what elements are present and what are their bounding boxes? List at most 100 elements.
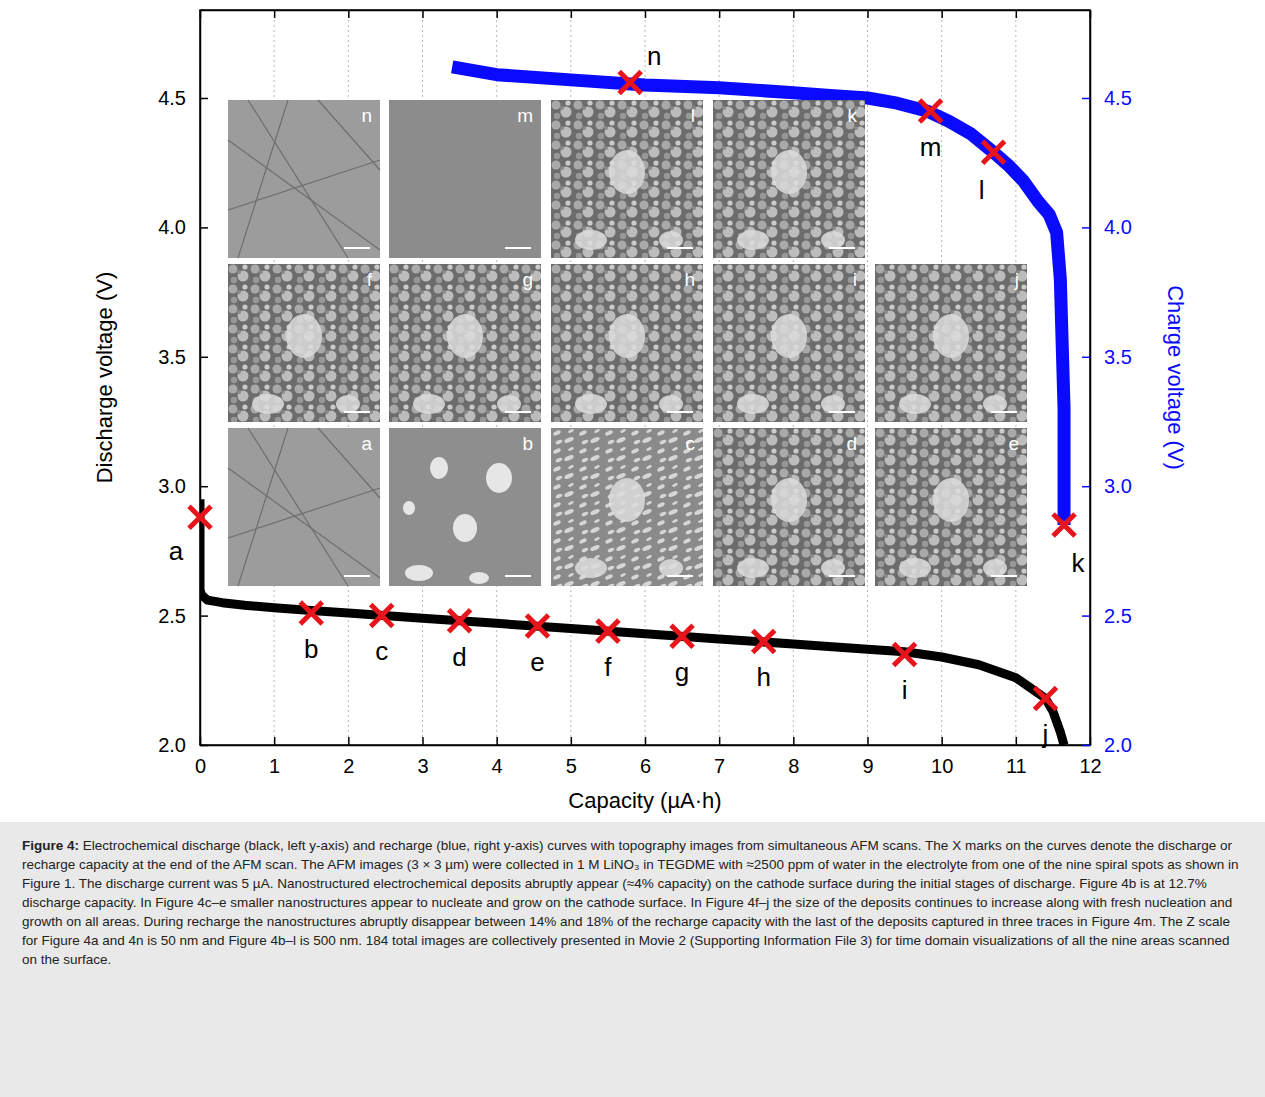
tick-label: 0 — [195, 755, 206, 777]
marker-label: i — [902, 675, 908, 705]
scan-marker — [597, 620, 619, 642]
inset-label: k — [848, 105, 858, 126]
tick-label: 2.0 — [158, 734, 186, 756]
afm-background — [228, 100, 380, 258]
tick: 4.0 — [158, 216, 208, 238]
afm-texture — [238, 428, 288, 586]
tick-mark — [200, 98, 208, 100]
tick-label: 7 — [714, 755, 725, 777]
marker-label: e — [530, 647, 544, 677]
afm-texture — [405, 565, 433, 581]
tick: 3 — [417, 737, 428, 777]
afm-background — [551, 264, 703, 422]
grid — [200, 10, 1090, 745]
tick-mark — [571, 10, 573, 18]
inset-label: m — [517, 105, 533, 126]
afm-texture — [609, 150, 645, 194]
tick: 1 — [269, 737, 280, 777]
tick-mark — [1082, 227, 1090, 229]
afm-background — [551, 100, 703, 258]
tick — [274, 10, 275, 18]
tick-mark — [200, 615, 208, 617]
afm-texture — [659, 559, 683, 577]
inset-label: f — [367, 269, 373, 290]
tick-mark — [200, 486, 208, 488]
afm-background — [713, 264, 865, 422]
insets: nmlkfghijabcde — [228, 100, 1027, 586]
tick-label: 11 — [1006, 755, 1027, 777]
tick-mark — [645, 737, 647, 745]
afm-texture — [771, 478, 807, 522]
marker-label: g — [675, 657, 689, 687]
afm-image: k — [713, 100, 865, 258]
afm-texture — [430, 457, 448, 479]
markers: abcdefghijklmn — [169, 41, 1086, 749]
tick-label: 4 — [492, 755, 503, 777]
scale-bar — [667, 575, 693, 577]
y2-axis-title: Charge voltage (V) — [1163, 285, 1188, 470]
marker-label: a — [169, 536, 184, 566]
tick-mark — [867, 737, 869, 745]
tick: 4 — [492, 737, 503, 777]
tick-mark — [719, 10, 721, 18]
marker-label: m — [920, 132, 942, 162]
tick-mark — [200, 745, 208, 747]
afm-image: h — [551, 264, 703, 422]
afm-texture — [575, 230, 607, 250]
afm-image: e — [875, 428, 1027, 586]
afm-texture — [486, 463, 512, 493]
x-axis: 0123456789101112 — [195, 737, 1102, 777]
scale-bar — [344, 247, 370, 249]
caption-text: Electrochemical discharge (black, left y… — [22, 838, 1239, 967]
afm-texture — [403, 501, 415, 515]
tick: 2 — [343, 737, 354, 777]
inset-label: e — [1008, 433, 1019, 454]
tick-label: 4.0 — [1104, 216, 1132, 238]
scale-bar — [505, 575, 531, 577]
afm-texture — [771, 150, 807, 194]
afm-texture — [228, 488, 380, 538]
x-axis-top — [201, 10, 1091, 18]
tick: 9 — [862, 737, 873, 777]
tick: 3.0 — [1082, 475, 1132, 497]
tick-mark — [867, 10, 869, 18]
afm-texture — [318, 428, 380, 498]
afm-texture — [899, 558, 931, 578]
afm-image: a — [228, 428, 380, 586]
tick: 4.5 — [158, 87, 208, 109]
tick-label: 2.5 — [158, 604, 186, 626]
tick-mark — [200, 357, 208, 359]
afm-image: g — [389, 264, 541, 422]
tick: 11 — [1006, 737, 1027, 777]
tick-label: 5 — [566, 755, 577, 777]
afm-background — [875, 428, 1027, 586]
scale-bar — [991, 575, 1017, 577]
tick-mark — [793, 737, 795, 745]
tick-mark — [941, 10, 943, 18]
inset-label: d — [846, 433, 857, 454]
marker-label: d — [452, 642, 466, 672]
marker-label: b — [304, 634, 318, 664]
afm-texture — [821, 395, 845, 413]
scale-bar — [667, 411, 693, 413]
scan-marker — [189, 506, 211, 528]
afm-texture — [228, 140, 380, 250]
scan-marker — [300, 602, 322, 624]
tick-label: 3.0 — [158, 475, 186, 497]
afm-image: j — [875, 264, 1027, 422]
afm-texture — [609, 314, 645, 358]
scan-marker — [920, 100, 942, 122]
afm-background — [389, 428, 541, 586]
inset-label: c — [686, 433, 696, 454]
afm-texture — [286, 314, 322, 358]
tick-mark — [719, 737, 721, 745]
afm-background — [551, 428, 703, 586]
marker-label: c — [375, 636, 388, 666]
afm-texture — [821, 559, 845, 577]
tick-label: 6 — [640, 755, 651, 777]
y-axis-title: Discharge voltage (V) — [92, 272, 117, 484]
tick-label: 3.5 — [1104, 346, 1132, 368]
tick-mark — [941, 737, 943, 745]
tick: 3.0 — [158, 475, 208, 497]
tick-label: 3.5 — [158, 346, 186, 368]
